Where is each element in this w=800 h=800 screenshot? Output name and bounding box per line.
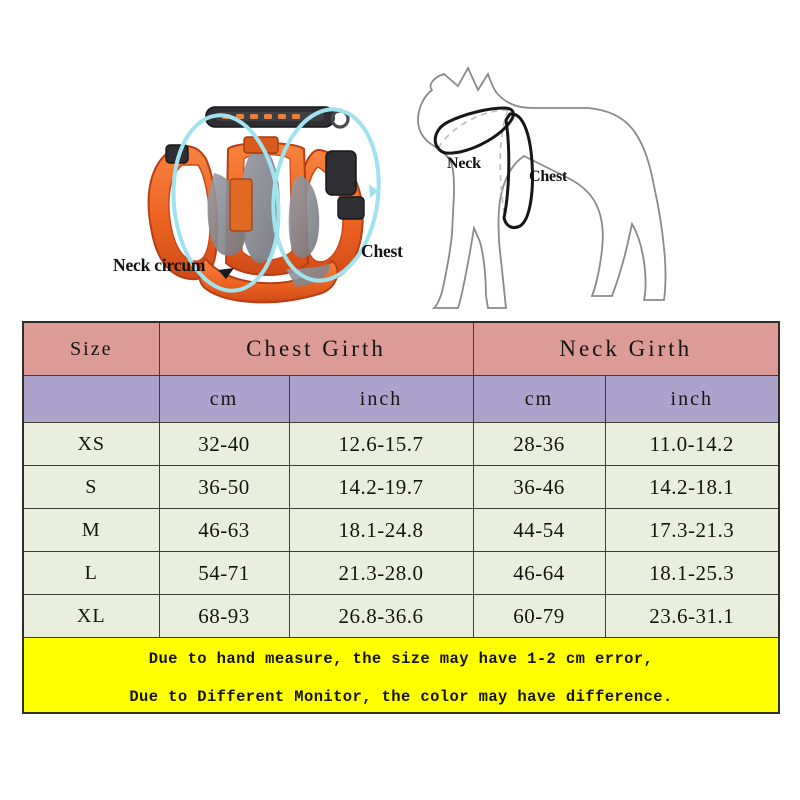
cell-size: L — [22, 551, 160, 595]
cell-neck-inch: 17.3-21.3 — [604, 508, 780, 552]
cell-chest-inch: 14.2-19.7 — [288, 465, 474, 509]
header-size: Size — [22, 321, 160, 376]
note-line-measure-error: Due to hand measure, the size may have 1… — [148, 649, 654, 668]
units-blank — [22, 375, 160, 423]
units-chest-cm: cm — [158, 375, 290, 423]
dog-chest-label: Chest — [529, 168, 568, 185]
dog-neck-label: Neck — [447, 155, 481, 172]
harness-neck-label: Neck circum — [113, 255, 206, 275]
cell-chest-cm: 68-93 — [158, 594, 290, 638]
harness-strap-vertical — [229, 178, 253, 232]
cell-neck-inch: 18.1-25.3 — [604, 551, 780, 595]
cell-chest-cm: 54-71 — [158, 551, 290, 595]
neck-measure-ring — [171, 113, 281, 293]
harness-chest-label: Chest — [361, 241, 403, 261]
chest-measure-loop — [502, 112, 534, 230]
harness-slider-right — [337, 196, 365, 220]
cell-chest-inch: 26.8-36.6 — [288, 594, 474, 638]
cell-chest-inch: 12.6-15.7 — [288, 422, 474, 466]
neck-ring-arrow — [218, 268, 234, 279]
cell-neck-cm: 44-54 — [472, 508, 606, 552]
chest-measure-ring — [271, 107, 381, 283]
table-header-row: Size Chest Girth Neck Girth — [22, 321, 780, 376]
cell-neck-inch: 11.0-14.2 — [604, 422, 780, 466]
cell-neck-inch: 14.2-18.1 — [604, 465, 780, 509]
chest-loop-dashed — [499, 109, 509, 225]
note-cell: Due to hand measure, the size may have 1… — [22, 637, 780, 714]
cell-size: S — [22, 465, 160, 509]
units-chest-inch: inch — [288, 375, 474, 423]
neck-loop-dashed — [437, 109, 509, 149]
table-row: L 54-71 21.3-28.0 46-64 18.1-25.3 — [22, 551, 780, 595]
cell-neck-cm: 28-36 — [472, 422, 606, 466]
note-line-monitor-color: Due to Different Monitor, the color may … — [129, 688, 673, 706]
illustration-band: Neck circum Chest Neck Chest — [0, 0, 800, 312]
size-chart-container: Size Chest Girth Neck Girth cm inch cm i… — [22, 321, 781, 714]
table-row: XS 32-40 12.6-15.7 28-36 11.0-14.2 — [22, 422, 780, 466]
table-row: S 36-50 14.2-19.7 36-46 14.2-18.1 — [22, 465, 780, 509]
cell-chest-cm: 46-63 — [158, 508, 290, 552]
harness-mesh-panel-right — [288, 175, 320, 258]
cell-chest-cm: 32-40 — [158, 422, 290, 466]
cell-size: M — [22, 508, 160, 552]
cell-neck-cm: 60-79 — [472, 594, 606, 638]
chest-ring-arrow — [369, 184, 378, 198]
table-units-row: cm inch cm inch — [22, 375, 780, 423]
header-neck-girth: Neck Girth — [472, 321, 780, 376]
table-row: XL 68-93 26.8-36.6 60-79 23.6-31.1 — [22, 594, 780, 638]
harness-buckle-right — [325, 150, 357, 196]
cell-chest-inch: 21.3-28.0 — [288, 551, 474, 595]
dog-diagram — [392, 28, 692, 314]
cell-chest-inch: 18.1-24.8 — [288, 508, 474, 552]
cell-neck-cm: 36-46 — [472, 465, 606, 509]
harness-mesh-panel-center — [240, 147, 280, 263]
cell-size: XL — [22, 594, 160, 638]
units-neck-inch: inch — [604, 375, 780, 423]
header-chest-girth: Chest Girth — [158, 321, 474, 376]
cell-chest-cm: 36-50 — [158, 465, 290, 509]
size-chart-table: Size Chest Girth Neck Girth cm inch cm i… — [22, 321, 781, 714]
cell-neck-cm: 46-64 — [472, 551, 606, 595]
table-row: M 46-63 18.1-24.8 44-54 17.3-21.3 — [22, 508, 780, 552]
cell-neck-inch: 23.6-31.1 — [604, 594, 780, 638]
cell-size: XS — [22, 422, 160, 466]
units-neck-cm: cm — [472, 375, 606, 423]
neck-measure-loop — [433, 106, 515, 155]
table-note-row: Due to hand measure, the size may have 1… — [22, 637, 780, 714]
dog-body-outline — [417, 66, 667, 309]
harness-photo — [110, 55, 430, 305]
